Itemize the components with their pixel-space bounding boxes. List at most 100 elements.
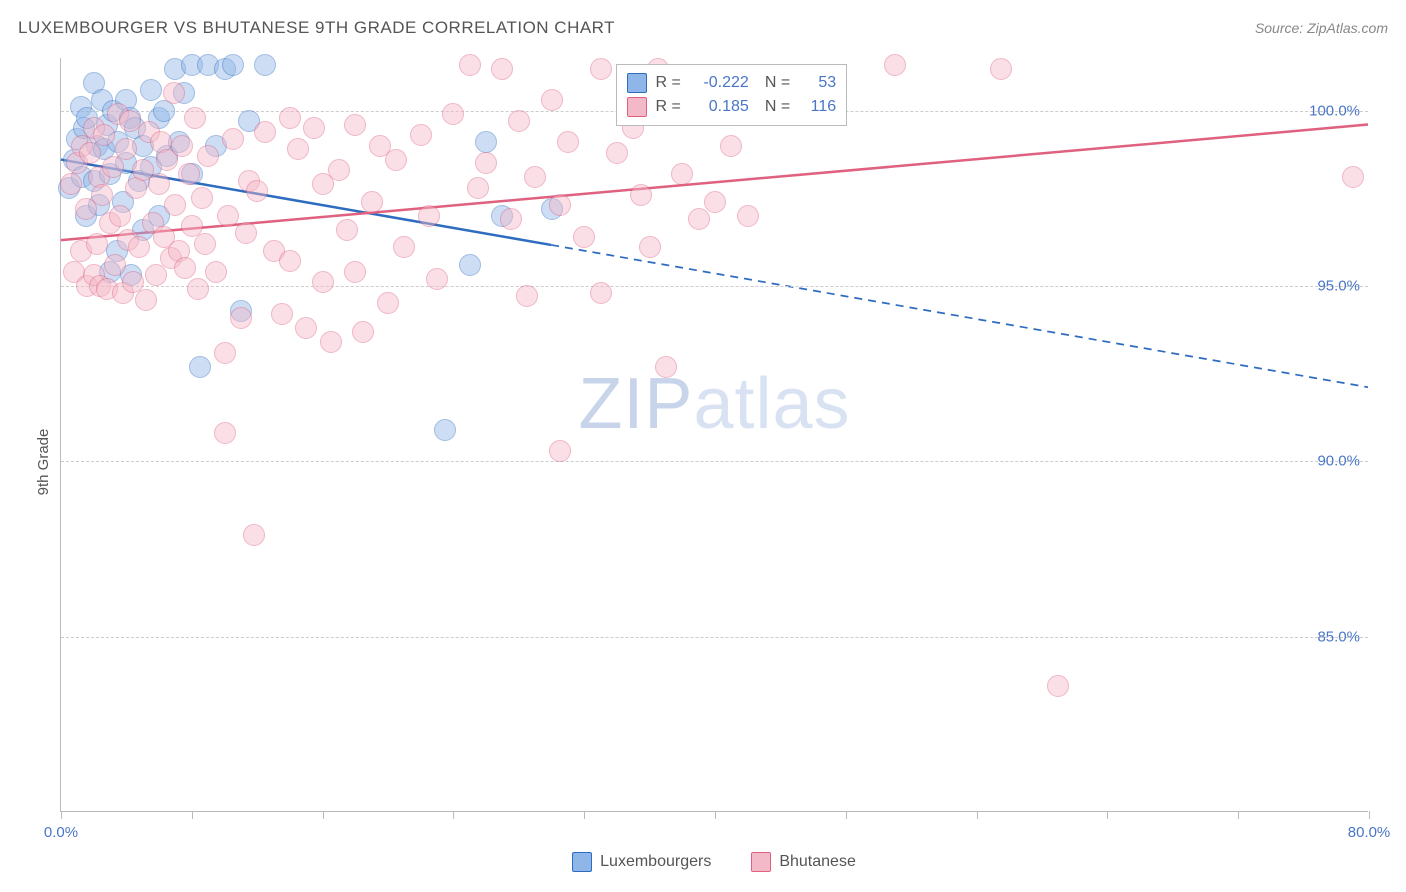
data-point: [606, 142, 628, 164]
data-point: [194, 233, 216, 255]
x-tick: [61, 811, 62, 819]
data-point: [630, 184, 652, 206]
data-point: [541, 89, 563, 111]
data-point: [467, 177, 489, 199]
legend-item: Luxembourgers: [572, 852, 711, 872]
data-point: [328, 159, 350, 181]
data-point: [688, 208, 710, 230]
data-point: [86, 233, 108, 255]
data-point: [145, 264, 167, 286]
y-tick-label: 100.0%: [1309, 102, 1360, 119]
legend-item: Bhutanese: [751, 852, 856, 872]
bottom-legend: Luxembourgers Bhutanese: [60, 852, 1368, 872]
data-point: [320, 331, 342, 353]
gridline-h: [61, 461, 1368, 462]
data-point: [352, 321, 374, 343]
data-point: [235, 222, 257, 244]
data-point: [336, 219, 358, 241]
data-point: [573, 226, 595, 248]
data-point: [214, 342, 236, 364]
data-point: [163, 82, 185, 104]
data-point: [187, 278, 209, 300]
data-point: [197, 145, 219, 167]
data-point: [243, 524, 265, 546]
data-point: [459, 54, 481, 76]
data-point: [385, 149, 407, 171]
gridline-h: [61, 286, 1368, 287]
data-point: [115, 138, 137, 160]
data-point: [109, 205, 131, 227]
y-tick-label: 90.0%: [1317, 453, 1360, 470]
data-point: [671, 163, 693, 185]
data-point: [279, 250, 301, 272]
watermark: ZIPatlas: [578, 363, 850, 445]
data-point: [205, 261, 227, 283]
data-point: [217, 205, 239, 227]
x-tick: [1107, 811, 1108, 819]
data-point: [516, 285, 538, 307]
data-point: [246, 180, 268, 202]
data-point: [164, 194, 186, 216]
data-point: [500, 208, 522, 230]
data-point: [737, 205, 759, 227]
chart-title: LUXEMBOURGER VS BHUTANESE 9TH GRADE CORR…: [18, 18, 615, 38]
data-point: [91, 184, 113, 206]
gridline-h: [61, 637, 1368, 638]
watermark-thin: atlas: [693, 364, 850, 444]
data-point: [271, 303, 293, 325]
stats-r-value: 0.185: [689, 98, 749, 116]
y-tick-label: 85.0%: [1317, 628, 1360, 645]
stats-n-value: 53: [798, 74, 836, 92]
data-point: [549, 440, 571, 462]
stats-r-label: R =: [655, 98, 680, 116]
stats-swatch: [627, 97, 647, 117]
stats-n-label: N =: [765, 74, 790, 92]
data-point: [119, 110, 141, 132]
x-tick: [584, 811, 585, 819]
data-point: [184, 107, 206, 129]
x-tick: [192, 811, 193, 819]
chart-header: LUXEMBOURGER VS BHUTANESE 9TH GRADE CORR…: [18, 18, 1388, 38]
data-point: [491, 58, 513, 80]
data-point: [549, 194, 571, 216]
x-tick: [1369, 811, 1370, 819]
data-point: [148, 173, 170, 195]
x-tick: [977, 811, 978, 819]
data-point: [254, 121, 276, 143]
data-point: [60, 173, 82, 195]
data-point: [214, 422, 236, 444]
data-point: [254, 54, 276, 76]
data-point: [128, 236, 150, 258]
data-point: [344, 114, 366, 136]
stats-row: R =0.185N =116: [627, 95, 836, 119]
data-point: [222, 54, 244, 76]
chart-source: Source: ZipAtlas.com: [1255, 20, 1388, 36]
data-point: [222, 128, 244, 150]
stats-box: R =-0.222N =53R =0.185N =116: [616, 64, 847, 126]
data-point: [171, 135, 193, 157]
legend-swatch: [751, 852, 771, 872]
data-point: [704, 191, 726, 213]
data-point: [295, 317, 317, 339]
x-tick-label: 80.0%: [1348, 824, 1391, 841]
data-point: [475, 152, 497, 174]
x-tick: [323, 811, 324, 819]
data-point: [590, 282, 612, 304]
data-point: [312, 271, 334, 293]
data-point: [418, 205, 440, 227]
data-point: [459, 254, 481, 276]
data-point: [104, 254, 126, 276]
data-point: [230, 307, 252, 329]
data-point: [434, 419, 456, 441]
data-point: [475, 131, 497, 153]
data-point: [393, 236, 415, 258]
data-point: [344, 261, 366, 283]
data-point: [140, 79, 162, 101]
data-point: [655, 356, 677, 378]
data-point: [426, 268, 448, 290]
data-point: [377, 292, 399, 314]
stats-n-value: 116: [798, 98, 836, 116]
x-tick: [846, 811, 847, 819]
data-point: [990, 58, 1012, 80]
stats-r-value: -0.222: [689, 74, 749, 92]
